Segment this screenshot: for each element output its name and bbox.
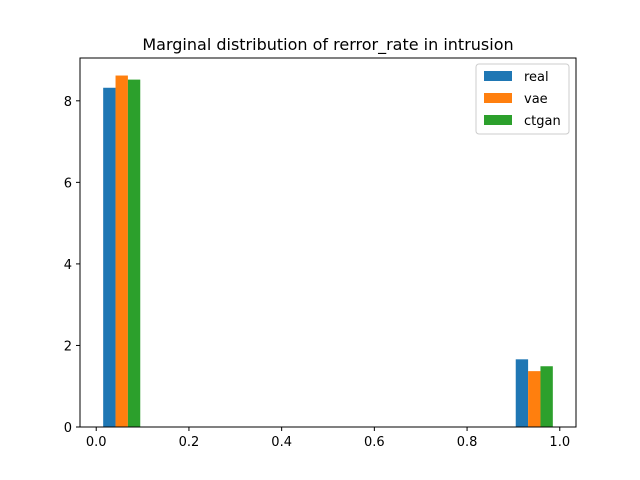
y-tick-label: 4 (64, 258, 72, 273)
y-tick-label: 0 (64, 421, 72, 436)
legend-label-ctgan: ctgan (524, 114, 561, 129)
x-tick-label: 0.2 (179, 435, 200, 450)
bar-vae-bin-0 (115, 75, 128, 428)
bars-group (103, 75, 553, 428)
y-tick-label: 8 (64, 95, 72, 110)
chart-title: Marginal distribution of rerror_rate in … (142, 35, 513, 55)
bar-vae-bin-1 (528, 371, 541, 427)
x-tick-label: 0.4 (271, 435, 292, 450)
bar-ctgan-bin-0 (127, 79, 141, 427)
axes-group: 0.0 0.2 0.4 0.6 0.8 1.0 0 2 4 6 8 (64, 57, 577, 450)
x-tick-label: 0.0 (86, 435, 107, 450)
x-tick-label: 0.6 (364, 435, 385, 450)
legend-swatch-ctgan (484, 115, 512, 125)
plot-frame (79, 57, 577, 428)
y-tick-label: 2 (64, 339, 72, 354)
legend: real vae ctgan (475, 63, 570, 135)
legend-swatch-real (484, 71, 512, 81)
x-tick-label: 1.0 (549, 435, 570, 450)
y-tick-label: 6 (64, 176, 72, 191)
legend-label-vae: vae (524, 92, 548, 107)
x-tick-label: 0.8 (457, 435, 478, 450)
legend-label-real: real (524, 70, 549, 85)
bar-ctgan-bin-1 (540, 366, 553, 427)
bar-real-bin-0 (103, 87, 116, 427)
bar-real-bin-1 (515, 359, 529, 427)
legend-swatch-vae (484, 93, 512, 103)
